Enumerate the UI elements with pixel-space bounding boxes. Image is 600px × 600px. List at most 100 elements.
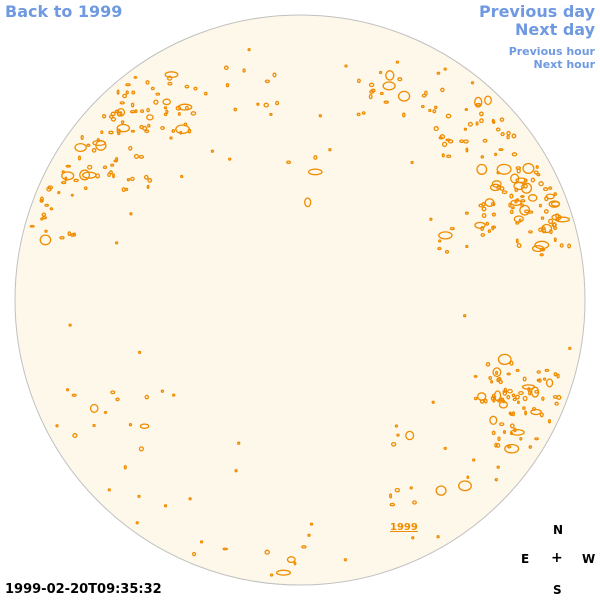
contour-mark: [110, 390, 116, 395]
contour-mark: [138, 446, 144, 452]
next-day-link[interactable]: Next day: [515, 20, 595, 39]
contour-mark: [480, 155, 485, 159]
contour-mark: [70, 193, 74, 197]
contour-mark: [65, 388, 70, 392]
contour-mark: [475, 121, 479, 126]
contour-mark: [496, 465, 500, 469]
contour-mark: [83, 186, 88, 191]
previous-day-link[interactable]: Previous day: [478, 2, 595, 21]
contour-mark: [559, 243, 564, 248]
contour-mark: [509, 412, 513, 416]
contour-mark: [394, 487, 401, 493]
contour-mark: [286, 556, 296, 564]
contour-mark: [530, 408, 542, 416]
contour-mark: [71, 393, 77, 397]
contour-mark: [509, 193, 514, 199]
compass-east: E: [521, 552, 530, 566]
contour-mark: [133, 153, 140, 159]
contour-mark: [530, 177, 536, 183]
contour-mark: [108, 130, 114, 135]
contour-mark: [533, 170, 539, 175]
contour-mark: [481, 206, 487, 212]
contour-mark: [124, 187, 129, 192]
contour-mark: [463, 314, 467, 318]
contour-mark: [409, 486, 413, 490]
contour-mark: [80, 134, 84, 141]
contour-mark: [150, 86, 155, 91]
contour-mark: [199, 540, 204, 544]
contour-mark: [55, 424, 59, 428]
contour-mark: [488, 375, 493, 381]
contour-mark: [153, 99, 159, 105]
contour-mark: [135, 521, 139, 525]
back-to-year-link[interactable]: Back to 1999: [5, 2, 123, 21]
observation-timestamp: 1999-02-20T09:35:32: [5, 582, 162, 597]
contour-mark: [544, 195, 549, 202]
contour-mark: [61, 171, 75, 181]
contour-mark: [39, 196, 44, 202]
contour-mark: [548, 186, 553, 190]
contour-mark: [434, 105, 438, 110]
contour-mark: [177, 111, 181, 116]
contour-mark: [502, 389, 508, 393]
contour-mark: [473, 374, 478, 378]
contour-mark: [491, 430, 496, 436]
contour-mark: [411, 536, 415, 540]
compass-north: N: [553, 523, 564, 537]
contour-mark: [527, 194, 538, 202]
contour-mark: [504, 443, 520, 454]
contour-mark: [502, 430, 507, 434]
contour-mark: [441, 153, 445, 158]
contour-mark: [301, 545, 307, 549]
year-link[interactable]: 1999: [390, 522, 418, 533]
contour-mark: [307, 168, 323, 176]
contour-mark: [395, 60, 400, 64]
contour-mark: [139, 423, 150, 429]
contour-mark: [140, 109, 145, 113]
contour-mark: [513, 181, 525, 191]
contour-mark: [412, 500, 417, 505]
contour-mark: [242, 68, 246, 73]
contour-mark: [172, 393, 176, 397]
contour-mark: [160, 125, 165, 131]
contour-mark: [507, 388, 513, 394]
contour-mark: [130, 176, 135, 182]
contour-mark: [479, 399, 485, 404]
contour-mark: [499, 422, 505, 427]
contour-mark: [492, 367, 502, 378]
contour-mark: [491, 212, 496, 217]
contour-mark: [443, 446, 447, 451]
contour-mark: [313, 155, 318, 160]
contour-mark: [293, 561, 297, 566]
contour-mark: [467, 121, 473, 127]
contour-mark: [539, 412, 544, 418]
contour-mark: [304, 197, 312, 208]
contour-mark: [481, 212, 487, 219]
contour-mark: [516, 168, 521, 174]
solar-disk: [14, 14, 586, 586]
next-hour-link[interactable]: Next hour: [533, 58, 596, 71]
contour-mark: [402, 112, 406, 118]
previous-hour-link[interactable]: Previous hour: [508, 45, 595, 58]
contour-mark: [119, 101, 125, 105]
contour-mark: [520, 182, 533, 194]
contour-mark: [146, 184, 150, 190]
contour-mark: [438, 231, 453, 240]
contour-mark: [506, 130, 511, 136]
contour-mark: [144, 129, 150, 134]
contour-mark: [137, 350, 142, 355]
contour-mark: [465, 244, 469, 249]
contour-mark: [495, 127, 501, 132]
contour-mark: [498, 379, 503, 385]
contour-mark: [110, 111, 116, 117]
contour-mark: [492, 119, 496, 125]
contour-mark: [143, 174, 149, 180]
contour-mark: [272, 72, 277, 78]
contour-mark: [494, 478, 498, 482]
contour-mark: [435, 485, 447, 496]
magnetic-contours: [29, 47, 572, 577]
contour-mark: [436, 535, 440, 539]
contour-mark: [464, 108, 469, 111]
contour-mark: [518, 390, 524, 396]
contour-mark: [128, 145, 133, 151]
